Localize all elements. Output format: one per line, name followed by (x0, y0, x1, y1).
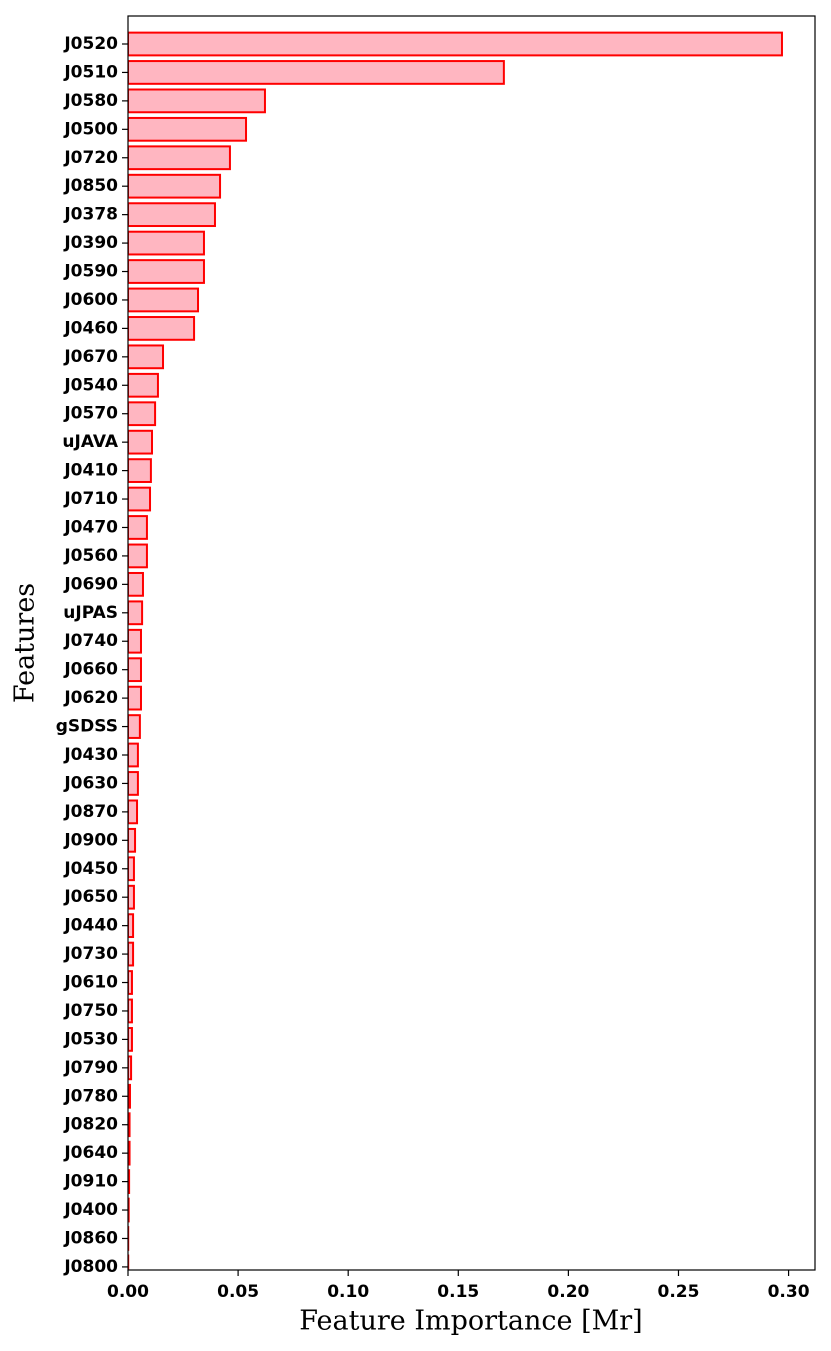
y-tick-label: J0780 (63, 1086, 118, 1106)
y-tick-label: J0430 (63, 745, 118, 765)
y-tick-label: J0470 (63, 517, 118, 537)
x-tick-label: 0.30 (768, 1282, 810, 1302)
bar (128, 970, 133, 995)
bar (128, 1055, 133, 1081)
bar (128, 1027, 133, 1052)
bar (128, 145, 231, 171)
bar (128, 88, 266, 114)
bar (128, 628, 142, 654)
bar (128, 571, 144, 597)
y-tick-label: J0640 (63, 1143, 118, 1163)
x-tick-label: 0.00 (107, 1282, 149, 1302)
bar (128, 202, 216, 228)
bar (128, 600, 144, 626)
y-tick-label: J0590 (63, 262, 118, 282)
bar (128, 287, 200, 313)
y-tick-label: uJPAS (63, 603, 118, 623)
y-tick-label: J0510 (63, 62, 118, 82)
y-tick-label: J0740 (63, 631, 118, 651)
bar (128, 515, 148, 540)
y-tick-label: J0750 (63, 1001, 118, 1021)
bar (128, 344, 165, 370)
bar (128, 799, 139, 825)
bar (128, 941, 135, 967)
bar (128, 657, 142, 683)
x-tick-label: 0.20 (547, 1282, 589, 1302)
bar (128, 543, 148, 569)
axes-frame (127, 15, 816, 1271)
x-axis-label: Feature Importance [Mr] (299, 1306, 642, 1337)
y-tick-label: J0900 (63, 830, 118, 850)
bar (128, 60, 505, 85)
x-tick-label: 0.05 (217, 1282, 259, 1302)
y-tick-label: J0460 (63, 318, 118, 338)
bar (128, 1083, 131, 1109)
y-tick-label: J0850 (63, 176, 118, 196)
y-tick-label: J0860 (63, 1228, 118, 1248)
y-tick-label: J0520 (63, 34, 118, 54)
bar (128, 173, 222, 199)
y-tick-label: J0720 (63, 148, 118, 168)
bar (128, 458, 152, 483)
y-tick-label: J0500 (63, 119, 118, 139)
y-tick-label: J0710 (63, 489, 118, 509)
bar (128, 316, 196, 341)
bar (128, 116, 248, 142)
y-tick-label: J0378 (63, 205, 118, 225)
bar (128, 401, 157, 427)
y-tick-label: J0580 (63, 91, 118, 111)
y-tick-label: J0650 (63, 887, 118, 907)
bar (128, 429, 154, 455)
bar (128, 884, 135, 910)
y-axis-label: Features (10, 583, 41, 703)
bar (128, 714, 141, 739)
bar (128, 1112, 131, 1138)
y-tick-label: J0820 (63, 1115, 118, 1135)
bar (128, 31, 783, 57)
y-tick-label: J0410 (63, 461, 118, 481)
y-tick-label: J0730 (63, 944, 118, 964)
x-tick-label: 0.10 (327, 1282, 369, 1302)
y-tick-label: J0560 (63, 546, 118, 566)
bar (128, 372, 159, 398)
bar (128, 771, 139, 796)
y-tick-label: J0610 (63, 973, 118, 993)
y-tick-label: J0660 (63, 660, 118, 680)
y-tick-label: J0910 (63, 1172, 118, 1192)
y-tick-label: uJAVA (62, 432, 118, 452)
y-tick-label: J0400 (63, 1200, 118, 1220)
y-tick-label: J0690 (63, 574, 118, 594)
y-tick-label: J0800 (63, 1257, 118, 1277)
y-tick-label: gSDSS (56, 717, 118, 737)
y-tick-label: J0440 (63, 916, 118, 936)
x-tick-label: 0.25 (658, 1282, 700, 1302)
y-tick-label: J0600 (63, 290, 118, 310)
y-tick-label: J0870 (63, 802, 118, 822)
bar (128, 827, 137, 853)
y-tick-label: J0530 (63, 1029, 118, 1049)
bar (128, 998, 133, 1024)
bar (128, 259, 205, 284)
plot-area (128, 31, 783, 1270)
y-tick-label: J0630 (63, 773, 118, 793)
bar (128, 486, 152, 512)
bar (128, 685, 142, 711)
bar (128, 742, 139, 768)
y-tick-label: J0540 (63, 375, 118, 395)
y-tick-label: J0450 (63, 859, 118, 879)
y-tick-label: J0390 (63, 233, 118, 253)
y-tick-label: J0620 (63, 688, 118, 708)
bar (128, 913, 135, 939)
y-tick-label: J0790 (63, 1058, 118, 1078)
bar (128, 856, 135, 882)
bar (128, 1140, 131, 1166)
bar (128, 230, 205, 256)
y-tick-label: J0570 (63, 404, 118, 424)
y-tick-label: J0670 (63, 347, 118, 367)
x-tick-label: 0.15 (437, 1282, 479, 1302)
